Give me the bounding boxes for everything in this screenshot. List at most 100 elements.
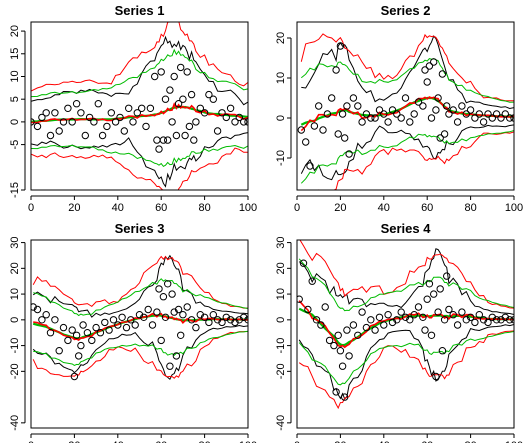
data-point (164, 280, 172, 288)
plot-area (297, 240, 514, 410)
data-point (438, 347, 447, 355)
plot-frame (30, 21, 249, 191)
data-point (38, 113, 46, 122)
data-point (445, 110, 453, 118)
data-point (302, 138, 310, 146)
data-point (388, 106, 397, 114)
upper-band-red (300, 33, 514, 102)
upper-band-red (299, 240, 514, 309)
data-point (384, 311, 392, 319)
data-point (155, 285, 163, 293)
data-point (244, 316, 248, 324)
fit-line-green (298, 307, 514, 347)
data-point (321, 303, 329, 311)
data-point (423, 295, 431, 303)
upper-band-black (32, 254, 248, 318)
data-point (492, 110, 501, 118)
y-tick-label: -15 (9, 182, 21, 198)
data-point (345, 352, 353, 360)
data-point (51, 316, 59, 324)
data-point (31, 118, 35, 126)
data-point (304, 305, 312, 314)
data-point (406, 316, 414, 324)
lower-band-black (31, 132, 248, 188)
data-point (166, 362, 174, 370)
data-point (114, 321, 122, 329)
plot-area (297, 33, 514, 190)
data-point (410, 311, 418, 319)
data-point (299, 259, 308, 267)
lower-band-black (300, 124, 514, 181)
data-point (380, 110, 388, 118)
x-tick-label: 100 (505, 202, 523, 214)
data-point (183, 303, 191, 311)
fit-line-green (300, 96, 514, 126)
data-point (75, 352, 83, 360)
panel-title: Series 1 (115, 3, 165, 18)
lower-band-green (31, 144, 248, 168)
y-tick-label: 0 (275, 317, 287, 323)
y-tick-label: -10 (275, 338, 287, 354)
data-point (449, 311, 457, 319)
data-point (120, 127, 129, 135)
data-point (443, 272, 451, 280)
data-point (419, 102, 427, 110)
data-point (98, 131, 107, 140)
data-point (187, 90, 196, 99)
plot-area (31, 254, 248, 381)
y-tick-label: 20 (275, 262, 287, 274)
data-point (181, 131, 189, 140)
data-point (345, 150, 353, 158)
x-tick-label: 20 (334, 202, 346, 214)
data-point (146, 104, 155, 113)
plot-frame (30, 239, 249, 429)
data-point (375, 106, 384, 114)
data-point (492, 316, 501, 324)
data-point (427, 331, 436, 339)
data-point (488, 114, 496, 122)
data-point (354, 331, 362, 339)
panel-2: Series 2 0 20 40 60 80 100 -10 0 10 20 (275, 3, 523, 214)
data-point (96, 329, 105, 337)
data-point (484, 110, 492, 118)
data-point (466, 313, 475, 321)
fit-line-red (298, 300, 514, 349)
data-point (343, 102, 351, 110)
data-point (59, 118, 68, 126)
lower-band-green (33, 330, 248, 366)
data-point (205, 318, 213, 327)
data-point (70, 372, 79, 381)
lower-band-red (318, 131, 514, 190)
upper-band-black (301, 35, 514, 110)
data-point (325, 336, 334, 345)
data-point (185, 122, 194, 131)
data-point (72, 100, 81, 108)
data-point (172, 131, 181, 140)
upper-band-green (300, 58, 514, 103)
data-point (393, 110, 401, 118)
data-point (432, 372, 440, 381)
data-point (432, 106, 440, 114)
data-point (131, 321, 139, 329)
data-point (42, 311, 50, 319)
y-tick-label: -10 (9, 338, 21, 354)
panel-title: Series 4 (381, 221, 432, 236)
y-tick-label: 15 (9, 48, 21, 60)
x-tick-label: 80 (198, 202, 210, 214)
data-point (94, 100, 103, 108)
data-point (240, 313, 248, 321)
data-point (77, 341, 85, 350)
data-point (129, 118, 137, 126)
lower-band-red (31, 147, 248, 190)
data-point (419, 313, 427, 321)
y-tick-label: 10 (9, 288, 21, 300)
data-point (157, 336, 165, 345)
data-point (421, 66, 429, 74)
data-point (192, 323, 200, 332)
y-tick-label: 10 (275, 72, 287, 84)
data-point (323, 110, 332, 118)
data-point (144, 305, 152, 314)
data-point (157, 68, 165, 76)
